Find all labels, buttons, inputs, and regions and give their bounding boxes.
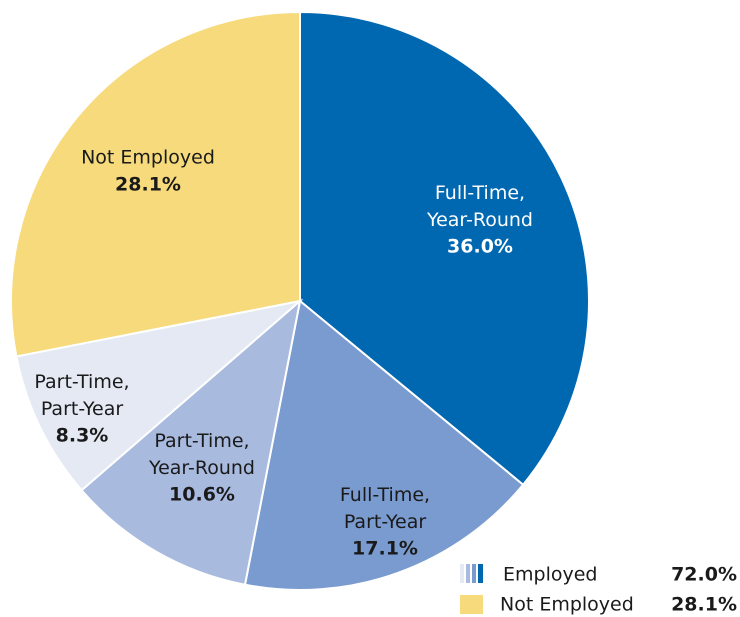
legend: Employed 72.0% Not Employed 28.1% [460, 564, 737, 616]
slice-value-label: 36.0% [447, 236, 513, 258]
slice-labels: Full-Time, Year-Round 36.0% Full-Time, Part-… [34, 147, 533, 560]
slice-label: Not Employed [81, 147, 215, 169]
slice-label: Part-Time, Part-Year [34, 371, 129, 420]
legend-value: 28.1% [671, 594, 737, 616]
slice-value-label: 8.3% [56, 425, 109, 447]
slice-value-label: 10.6% [169, 484, 235, 506]
slice [243, 299, 525, 591]
legend-swatch [472, 564, 476, 583]
slice-label: Part-Time, Year-Round [148, 430, 255, 479]
slice-label: Full-Time, Part-Year [340, 484, 430, 533]
legend-value: 72.0% [671, 564, 737, 586]
slice [10, 10, 301, 358]
pie [10, 10, 590, 591]
legend-swatch [460, 595, 483, 614]
slice-value-label: 28.1% [115, 174, 181, 196]
legend-swatch [478, 564, 483, 583]
slice [299, 10, 590, 487]
legend-swatch [460, 564, 464, 583]
legend-label: Employed [503, 564, 597, 586]
slice [15, 299, 304, 492]
slice [80, 298, 302, 586]
legend-swatch [466, 564, 470, 583]
slice-label: Full-Time, Year-Round [426, 182, 533, 231]
legend-label: Not Employed [500, 594, 634, 616]
slice-value-label: 17.1% [352, 538, 418, 560]
